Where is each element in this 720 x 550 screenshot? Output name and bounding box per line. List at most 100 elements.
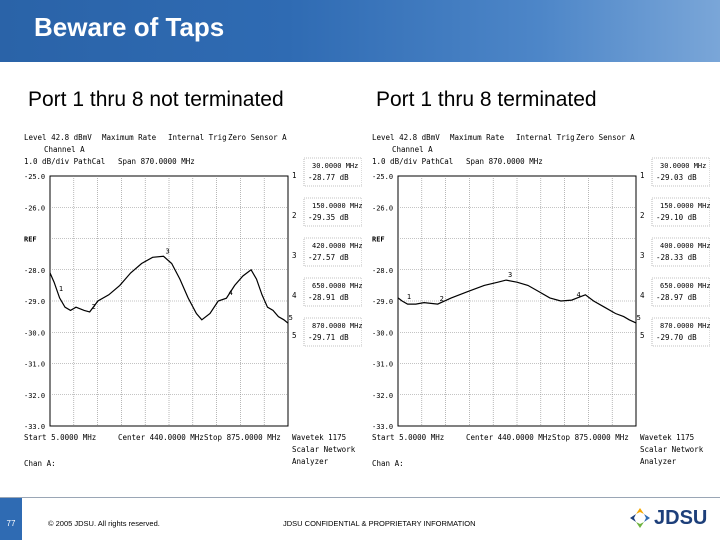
marker-box <box>651 157 710 187</box>
marker-value: -29.10 dB <box>656 213 697 222</box>
jdsu-logo-icon <box>630 508 650 528</box>
trace-marker-label: 3 <box>166 247 170 255</box>
marker-id: 4 <box>640 291 645 300</box>
marker-freq: 870.0000 MHz <box>660 322 710 330</box>
marker-id: 2 <box>640 211 645 220</box>
confidential-text: JDSU CONFIDENTIAL & PROPRIETARY INFORMAT… <box>283 519 476 528</box>
y-tick-label: -33.0 <box>24 423 45 431</box>
marker-freq: 870.0000 MHz <box>312 322 362 330</box>
marker-value: -29.03 dB <box>656 173 697 182</box>
page-number: 77 <box>0 498 22 540</box>
trace-line <box>397 279 637 324</box>
footer-center: Center 440.0000 MHz <box>466 433 552 442</box>
instrument-label: Scalar Network <box>640 445 704 454</box>
y-tick-label: -29.0 <box>372 298 393 306</box>
slide-title: Beware of Taps <box>34 12 225 42</box>
y-tick-label: -25.0 <box>24 173 45 181</box>
marker-box <box>651 237 710 267</box>
trace-marker-label: 2 <box>92 303 96 311</box>
y-tick-label: -33.0 <box>372 423 393 431</box>
y-tick-label: -25.0 <box>372 173 393 181</box>
left-chart-title: Port 1 thru 8 not terminated <box>28 88 284 111</box>
y-tick-label: -32.0 <box>24 392 45 400</box>
marker-box <box>651 277 710 307</box>
marker-box <box>303 157 362 187</box>
marker-freq: 30.0000 MHz <box>312 162 358 170</box>
footer-stop: Stop 875.0000 MHz <box>204 433 281 442</box>
marker-id: 3 <box>640 251 645 260</box>
marker-id: 3 <box>292 251 297 260</box>
trace-marker-label: 1 <box>59 285 63 293</box>
marker-value: -29.70 dB <box>656 333 697 342</box>
footer-center: Center 440.0000 MHz <box>118 433 204 442</box>
trace-marker-label: 5 <box>637 314 641 322</box>
marker-id: 4 <box>292 291 297 300</box>
header-scale: 1.0 dB/div PathCal <box>372 157 453 166</box>
marker-freq: 420.0000 MHz <box>312 242 362 250</box>
trace-marker-label: 4 <box>576 291 580 299</box>
y-tick-label: -32.0 <box>372 392 393 400</box>
y-tick-label: -26.0 <box>372 204 393 212</box>
marker-id: 1 <box>640 171 645 180</box>
footer-stop: Stop 875.0000 MHz <box>552 433 629 442</box>
footer-start: Start 5.0000 MHz <box>24 433 96 442</box>
marker-value: -28.33 dB <box>656 253 697 262</box>
header-rate: Maximum Rate <box>102 133 157 142</box>
marker-freq: 150.0000 MHz <box>660 202 710 210</box>
marker-freq: 650.0000 MHz <box>312 282 362 290</box>
marker-id: 1 <box>292 171 297 180</box>
header-sensor: Zero Sensor A <box>576 133 635 142</box>
instrument-label: Scalar Network <box>292 445 356 454</box>
instrument-label: Analyzer <box>292 457 329 466</box>
marker-value: -28.97 dB <box>656 293 697 302</box>
header-span: Span 870.0000 MHz <box>466 157 543 166</box>
header-rate: Maximum Rate <box>450 133 505 142</box>
footer-chan: Chan A: <box>372 459 404 468</box>
right-chart-title: Port 1 thru 8 terminated <box>376 88 597 111</box>
trace-line <box>49 255 289 324</box>
left-analyzer-chart: Level 42.8 dBmV Maximum Rate Internal Trig… <box>24 133 362 468</box>
marker-box <box>651 197 710 227</box>
header-sensor: Zero Sensor A <box>228 133 287 142</box>
header-span: Span 870.0000 MHz <box>118 157 195 166</box>
marker-value: -28.77 dB <box>308 173 349 182</box>
footer-start: Start 5.0000 MHz <box>372 433 444 442</box>
jdsu-logo-text: JDSU <box>654 507 708 529</box>
marker-box <box>303 277 362 307</box>
trace-marker-label: 3 <box>508 271 512 279</box>
y-tick-label: -30.0 <box>24 329 45 337</box>
marker-freq: 400.0000 MHz <box>660 242 710 250</box>
header-channel: Channel A <box>392 145 433 154</box>
y-tick-label: -26.0 <box>24 204 45 212</box>
y-tick-label: -31.0 <box>24 361 45 369</box>
y-tick-label: -28.0 <box>24 267 45 275</box>
title-bar <box>0 0 720 62</box>
trace-marker-label: 5 <box>289 314 293 322</box>
header-level: Level 42.8 dBmV <box>372 133 440 142</box>
marker-box <box>303 317 362 347</box>
footer-divider <box>0 497 720 498</box>
marker-freq: 30.0000 MHz <box>660 162 706 170</box>
marker-value: -29.35 dB <box>308 213 349 222</box>
marker-box <box>651 317 710 347</box>
header-trig: Internal Trig <box>168 133 227 142</box>
marker-box <box>303 197 362 227</box>
marker-freq: 150.0000 MHz <box>312 202 362 210</box>
y-tick-label: -29.0 <box>24 298 45 306</box>
trace-marker-label: 1 <box>407 293 411 301</box>
footer-chan: Chan A: <box>24 459 56 468</box>
right-analyzer-chart: Level 42.8 dBmV Maximum Rate Internal Trig… <box>372 133 710 468</box>
marker-id: 5 <box>292 331 297 340</box>
instrument-label: Wavetek 1175 <box>292 433 346 442</box>
marker-id: 2 <box>292 211 297 220</box>
instrument-label: Analyzer <box>640 457 677 466</box>
marker-value: -28.91 dB <box>308 293 349 302</box>
header-scale: 1.0 dB/div PathCal <box>24 157 105 166</box>
y-tick-label: REF <box>372 236 385 244</box>
y-tick-label: -28.0 <box>372 267 393 275</box>
marker-freq: 650.0000 MHz <box>660 282 710 290</box>
instrument-label: Wavetek 1175 <box>640 433 694 442</box>
y-tick-label: -30.0 <box>372 329 393 337</box>
marker-value: -27.57 dB <box>308 253 349 262</box>
marker-id: 5 <box>640 331 645 340</box>
